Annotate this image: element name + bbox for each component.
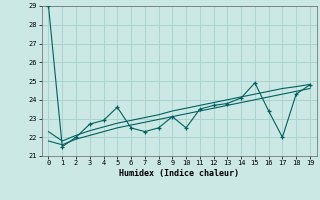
X-axis label: Humidex (Indice chaleur): Humidex (Indice chaleur) xyxy=(119,169,239,178)
